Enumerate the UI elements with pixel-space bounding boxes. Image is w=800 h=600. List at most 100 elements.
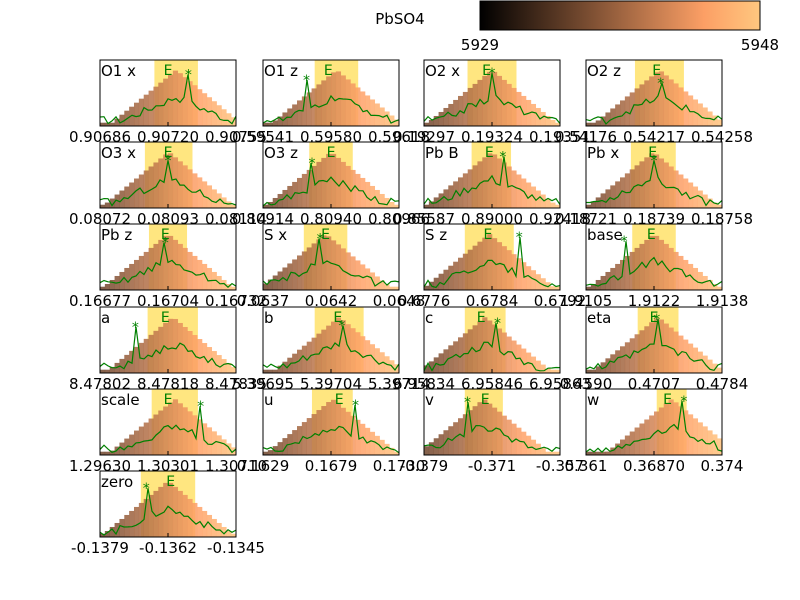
- histogram-bar: [148, 166, 154, 208]
- histogram-bar: [506, 83, 512, 126]
- histogram-bar: [555, 286, 561, 290]
- histogram-bar: [104, 283, 111, 290]
- histogram-bar: [158, 410, 164, 455]
- subplot-label: S z: [425, 226, 447, 244]
- subplot-label: v: [425, 391, 434, 409]
- x-tick-label: -0.357: [536, 457, 584, 475]
- histogram-bar: [624, 255, 631, 290]
- histogram-bar: [610, 108, 616, 126]
- histogram-bar: [526, 266, 532, 290]
- histogram-bar: [124, 514, 130, 537]
- histogram-bar: [707, 430, 713, 455]
- histogram-bar: [639, 243, 645, 290]
- histogram-bar: [477, 161, 483, 208]
- histogram-bar: [272, 369, 278, 373]
- subplot-label: S x: [264, 226, 287, 244]
- histogram-bar: [433, 357, 439, 373]
- histogram-bar: [644, 239, 650, 290]
- histogram-bar: [202, 423, 208, 455]
- trace-line: [262, 325, 400, 371]
- mean-marker: E: [650, 310, 659, 326]
- histogram-bar: [340, 248, 346, 290]
- histogram-bar: [600, 116, 606, 126]
- histogram-bar: [206, 427, 213, 455]
- histogram-bar: [678, 87, 684, 126]
- subplot-o1-x: *EO1 x0.90686 0.90720 0.90755: [69, 59, 267, 146]
- histogram-bar: [624, 342, 631, 373]
- histogram-bar: [182, 407, 188, 455]
- histogram-bar: [595, 279, 601, 290]
- histogram-bar: [610, 185, 616, 208]
- histogram-bar: [550, 286, 556, 290]
- histogram-bar: [331, 321, 337, 373]
- histogram-bar: [374, 103, 380, 126]
- histogram-bar: [331, 240, 337, 290]
- subplot-label: O2 x: [425, 62, 460, 80]
- histogram-bar: [216, 105, 222, 126]
- histogram-bar: [697, 351, 703, 373]
- histogram-bar: [282, 189, 288, 208]
- histogram-bar: [124, 186, 130, 208]
- histogram-bar: [143, 94, 149, 126]
- trace-line: [423, 237, 561, 289]
- histogram-bar: [501, 332, 507, 373]
- histogram-bar: [555, 122, 561, 126]
- histogram-bar: [350, 256, 356, 290]
- histogram-bar: [634, 88, 640, 126]
- histogram-bar: [590, 283, 597, 290]
- histogram-bar: [516, 258, 522, 290]
- histogram-bar: [658, 407, 665, 455]
- subplot-u: * Eu 0.1629 0.1679 0.1730: [237, 388, 425, 475]
- trace-line: [586, 160, 723, 207]
- histogram-bar: [644, 157, 650, 208]
- histogram-bar: [644, 80, 650, 126]
- histogram-bar: [649, 322, 655, 373]
- histogram-bar: [143, 170, 149, 208]
- histogram-bar: [658, 71, 665, 126]
- histogram-bar: [340, 407, 346, 455]
- peak-marker: *: [657, 76, 664, 92]
- histogram-bar: [717, 119, 723, 126]
- histogram-bar: [326, 153, 332, 208]
- trace-line: [262, 404, 400, 454]
- histogram-bar: [335, 157, 342, 208]
- trace-line: [585, 241, 723, 287]
- subplot-grid: *EO1 x0.90686 0.90720 0.90755*EO1 z0.59541…: [69, 59, 753, 557]
- histogram-bar: [143, 338, 149, 373]
- histogram-bar: [360, 91, 366, 126]
- histogram-bar: [129, 510, 135, 537]
- histogram-bar: [263, 122, 269, 126]
- histogram-bar: [506, 250, 512, 290]
- histogram-bar: [702, 194, 708, 208]
- subplot-label: O1 z: [264, 62, 298, 80]
- histogram-bar: [467, 87, 473, 126]
- histogram-bar: [428, 361, 435, 373]
- histogram-bar: [658, 319, 665, 373]
- histogram-bar: [221, 359, 227, 373]
- histogram-bar: [586, 451, 592, 455]
- mean-marker: E: [481, 392, 490, 408]
- histogram-bar: [187, 411, 193, 455]
- histogram-bar: [433, 277, 439, 290]
- histogram-bar: [345, 324, 351, 373]
- histogram-bar: [702, 275, 708, 290]
- histogram-bar: [540, 278, 546, 290]
- histogram-bar: [717, 204, 723, 208]
- histogram-bar: [663, 75, 669, 126]
- subplot-label: O1 x: [101, 62, 136, 80]
- histogram-bar: [350, 83, 356, 126]
- histogram-bar: [311, 88, 317, 126]
- histogram-bar: [316, 239, 322, 290]
- histogram-bar: [394, 119, 400, 126]
- subplot-c: *Ec6.95834 6.95846 6.95863: [393, 306, 591, 393]
- mean-marker: E: [321, 227, 330, 243]
- histogram-bar: [605, 112, 611, 126]
- mean-marker: E: [164, 145, 173, 161]
- histogram-bar: [697, 190, 703, 208]
- peak-marker: *: [651, 153, 658, 169]
- histogram-bar: [389, 115, 395, 126]
- histogram-bar: [595, 120, 601, 126]
- histogram-bar: [365, 181, 371, 208]
- histogram-bar: [172, 486, 179, 537]
- histogram-bar: [438, 353, 444, 373]
